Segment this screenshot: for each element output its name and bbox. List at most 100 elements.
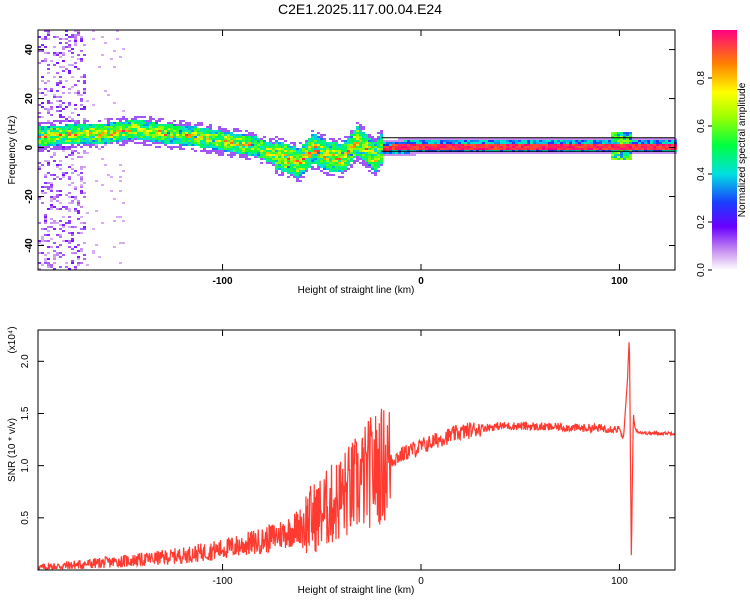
heatmap-cell bbox=[335, 154, 338, 156]
heatmap-cell bbox=[374, 142, 377, 144]
heatmap-cell bbox=[50, 90, 53, 92]
heatmap-cell bbox=[425, 138, 428, 140]
heatmap-cell bbox=[344, 144, 347, 146]
heatmap-cell bbox=[488, 142, 491, 144]
heatmap-cell bbox=[626, 142, 629, 144]
heatmap-cell bbox=[80, 222, 83, 224]
heatmap-cell bbox=[122, 242, 125, 244]
heatmap-cell bbox=[83, 120, 86, 122]
heatmap-cell bbox=[320, 150, 323, 152]
heatmap-cell bbox=[92, 144, 95, 146]
heatmap-cell bbox=[386, 142, 389, 144]
heatmap-cell bbox=[359, 132, 362, 134]
heatmap-cell bbox=[515, 146, 518, 148]
heatmap-cell bbox=[86, 152, 89, 154]
heatmap-cell bbox=[269, 148, 272, 150]
heatmap-cell bbox=[410, 138, 413, 140]
heatmap-cell bbox=[92, 132, 95, 134]
heatmap-cell bbox=[200, 150, 203, 152]
heatmap-cell bbox=[446, 152, 449, 154]
heatmap-cell bbox=[338, 146, 341, 148]
heatmap-cell bbox=[467, 142, 470, 144]
heatmap-cell bbox=[644, 152, 647, 154]
heatmap-cell bbox=[398, 148, 401, 150]
heatmap-cell bbox=[515, 148, 518, 150]
heatmap-cell bbox=[83, 152, 86, 154]
heatmap-cell bbox=[62, 216, 65, 218]
heatmap-cell bbox=[512, 152, 515, 154]
heatmap-cell bbox=[53, 36, 56, 38]
heatmap-cell bbox=[626, 158, 629, 160]
heatmap-cell bbox=[323, 172, 326, 174]
heatmap-cell bbox=[584, 144, 587, 146]
heatmap-cell bbox=[50, 264, 53, 266]
heatmap-cell bbox=[131, 134, 134, 136]
heatmap-cell bbox=[368, 156, 371, 158]
heatmap-cell bbox=[83, 138, 86, 140]
heatmap-cell bbox=[194, 150, 197, 152]
heatmap-cell bbox=[473, 142, 476, 144]
heatmap-cell bbox=[326, 148, 329, 150]
heatmap-cell bbox=[59, 140, 62, 142]
heatmap-cell bbox=[341, 154, 344, 156]
heatmap-cell bbox=[98, 126, 101, 128]
heatmap-cell bbox=[77, 142, 80, 144]
heatmap-cell bbox=[62, 102, 65, 104]
heatmap-cell bbox=[71, 76, 74, 78]
heatmap-cell bbox=[524, 148, 527, 150]
heatmap-cell bbox=[545, 148, 548, 150]
heatmap-cell bbox=[317, 164, 320, 166]
heatmap-cell bbox=[47, 32, 50, 34]
heatmap-cell bbox=[365, 156, 368, 158]
heatmap-cell bbox=[158, 136, 161, 138]
heatmap-cell bbox=[629, 146, 632, 148]
heatmap-cell bbox=[212, 130, 215, 132]
heatmap-cell bbox=[44, 146, 47, 148]
heatmap-cell bbox=[593, 138, 596, 140]
heatmap-cell bbox=[635, 138, 638, 140]
heatmap-cell bbox=[119, 140, 122, 142]
heatmap-cell bbox=[272, 138, 275, 140]
heatmap-cell bbox=[323, 166, 326, 168]
heatmap-cell bbox=[287, 156, 290, 158]
heatmap-cell bbox=[182, 144, 185, 146]
heatmap-cell bbox=[65, 142, 68, 144]
snr-y-ticks: 0.51.01.52.0 bbox=[20, 354, 675, 525]
heatmap-cell bbox=[359, 134, 362, 136]
heatmap-cell bbox=[230, 148, 233, 150]
heatmap-cell bbox=[233, 150, 236, 152]
heatmap-cell bbox=[572, 138, 575, 140]
heatmap-cell bbox=[506, 148, 509, 150]
heatmap-cell bbox=[260, 146, 263, 148]
heatmap-cell bbox=[83, 254, 86, 256]
heatmap-cell bbox=[644, 138, 647, 140]
heatmap-cell bbox=[581, 144, 584, 146]
heatmap-cell bbox=[668, 138, 671, 140]
heatmap-cell bbox=[302, 158, 305, 160]
heatmap-cell bbox=[128, 140, 131, 142]
heatmap-cell bbox=[392, 148, 395, 150]
heatmap-cell bbox=[416, 148, 419, 150]
heatmap-cell bbox=[470, 142, 473, 144]
heatmap-cell bbox=[671, 146, 674, 148]
heatmap-cell bbox=[290, 168, 293, 170]
heatmap-cell bbox=[41, 76, 44, 78]
heatmap-cell bbox=[557, 146, 560, 148]
heatmap-cell bbox=[272, 158, 275, 160]
heatmap-cell bbox=[632, 140, 635, 142]
heatmap-cell bbox=[47, 90, 50, 92]
heatmap-cell bbox=[275, 158, 278, 160]
heatmap-cell bbox=[380, 158, 383, 160]
heatmap-cell bbox=[59, 168, 62, 170]
heatmap-cell bbox=[566, 146, 569, 148]
heatmap-cell bbox=[623, 148, 626, 150]
heatmap-cell bbox=[101, 158, 104, 160]
heatmap-cell bbox=[92, 252, 95, 254]
heatmap-cell bbox=[125, 142, 128, 144]
heatmap-cell bbox=[80, 216, 83, 218]
heatmap-cell bbox=[314, 144, 317, 146]
heatmap-cell bbox=[197, 122, 200, 124]
heatmap-cell bbox=[440, 144, 443, 146]
heatmap-cell bbox=[59, 80, 62, 82]
heatmap-cell bbox=[461, 144, 464, 146]
